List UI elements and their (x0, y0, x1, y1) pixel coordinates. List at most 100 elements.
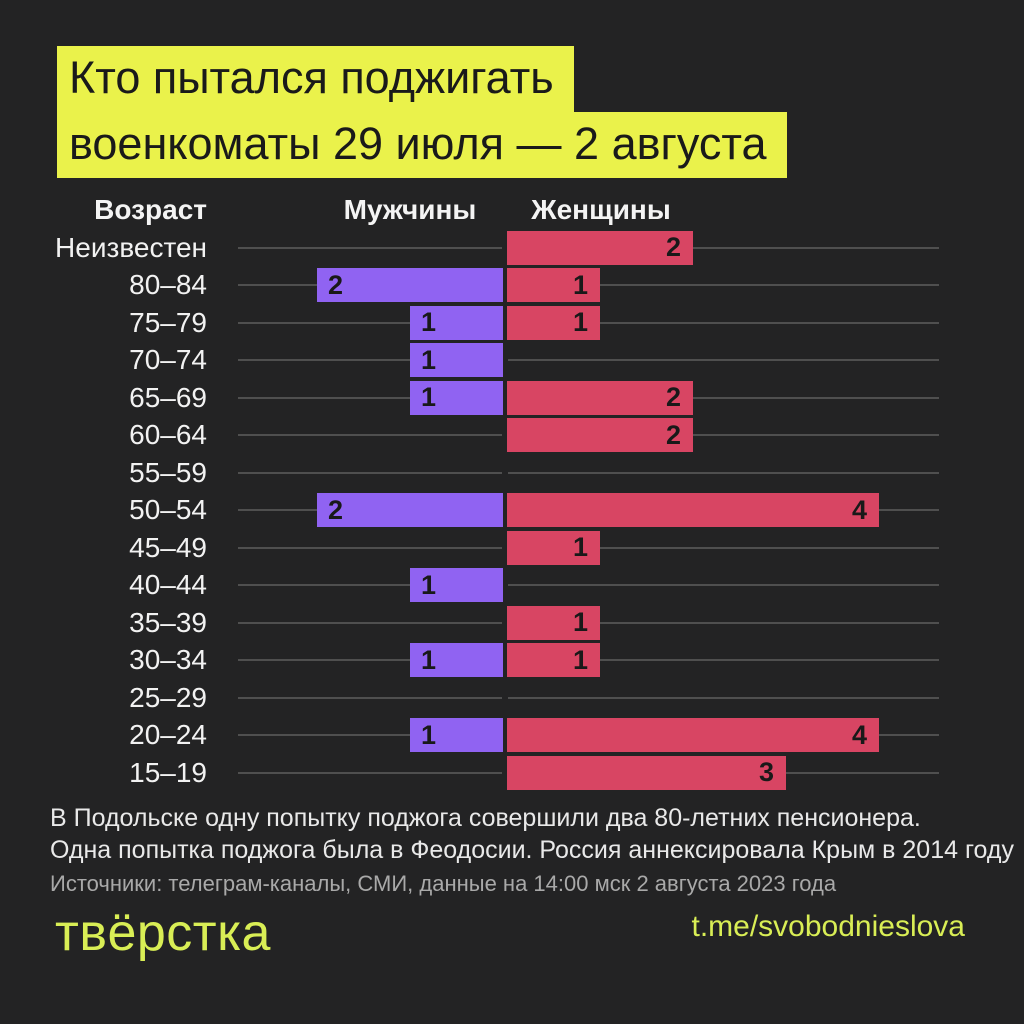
chart-row: 25–29 (0, 679, 1024, 717)
row-track: 1 (238, 604, 939, 642)
gridline-right (508, 696, 939, 699)
age-label: 30–34 (129, 644, 207, 676)
women-bar-value: 1 (572, 532, 588, 563)
age-label: 35–39 (129, 606, 207, 638)
men-bar: 2 (317, 268, 503, 303)
verstka-logo: твёрстка (55, 904, 271, 962)
women-bar: 4 (507, 718, 879, 753)
chart-row: 40–44 1 (0, 567, 1024, 605)
row-track: 1 (238, 342, 939, 380)
row-track (238, 679, 939, 717)
chart-row: 75–79 1 1 (0, 304, 1024, 342)
chart-row: 30–34 1 1 (0, 642, 1024, 680)
gridline-left (238, 321, 502, 324)
women-bar-value: 4 (851, 494, 867, 525)
gridline-right (508, 621, 939, 624)
men-bar-value: 1 (421, 307, 437, 338)
chart-row: 45–49 1 (0, 529, 1024, 567)
age-label: 40–44 (129, 569, 207, 601)
women-bar: 1 (507, 305, 600, 340)
col-header-men: Мужчины (343, 194, 477, 225)
page-title: Кто пытался поджигать военкоматы 29 июля… (57, 46, 787, 179)
women-bar-value: 1 (572, 307, 588, 338)
telegram-link[interactable]: t.me/svobodnieslova (691, 910, 966, 943)
women-bar: 1 (507, 643, 600, 678)
age-label: 65–69 (129, 381, 207, 413)
age-label: 80–84 (129, 269, 207, 301)
men-bar-value: 1 (421, 569, 437, 600)
gridline-left (238, 659, 502, 662)
gridline-left (238, 434, 502, 437)
chart-row: 55–59 (0, 454, 1024, 492)
gridline-left (238, 584, 502, 587)
men-bar-value: 2 (328, 494, 344, 525)
chart-row: 65–69 1 2 (0, 379, 1024, 417)
women-bar-value: 3 (758, 757, 774, 788)
sources-line: Источники: телеграм-каналы, СМИ, данные … (50, 871, 837, 896)
women-bar: 4 (507, 493, 879, 528)
age-label: 50–54 (129, 494, 207, 526)
chart-row: 35–39 1 (0, 604, 1024, 642)
chart-row: 50–54 2 4 (0, 492, 1024, 530)
col-header-age: Возраст (94, 194, 207, 225)
women-bar: 3 (507, 755, 786, 790)
gridline-right (508, 584, 939, 587)
age-label: 15–19 (129, 756, 207, 788)
women-bar-value: 4 (851, 719, 867, 750)
men-bar-value: 2 (328, 269, 344, 300)
age-label: 60–64 (129, 419, 207, 451)
footnote-line-2: Одна попытка поджога была в Феодосии. Ро… (50, 836, 1014, 864)
chart-row: 15–19 3 (0, 754, 1024, 792)
gridline-right (508, 359, 939, 362)
age-label: 55–59 (129, 456, 207, 488)
age-label: 75–79 (129, 306, 207, 338)
women-bar: 1 (507, 530, 600, 565)
men-bar-value: 1 (421, 719, 437, 750)
gridline-left (238, 621, 502, 624)
women-bar-value: 2 (665, 232, 681, 263)
gridline-right (508, 434, 939, 437)
women-bar-value: 2 (665, 419, 681, 450)
age-label: 25–29 (129, 681, 207, 713)
gridline-left (238, 246, 502, 249)
gridline-right (508, 284, 939, 287)
gridline-right (508, 396, 939, 399)
col-header-women: Женщины (531, 194, 671, 225)
men-bar: 1 (410, 343, 503, 378)
men-bar-value: 1 (421, 344, 437, 375)
row-track (238, 454, 939, 492)
men-bar-value: 1 (421, 382, 437, 413)
women-bar-value: 1 (572, 644, 588, 675)
age-label: Неизвестен (55, 231, 207, 263)
gridline-left (238, 696, 502, 699)
gridline-right (508, 471, 939, 474)
gridline-right (508, 546, 939, 549)
row-track: 2 (238, 417, 939, 455)
men-bar: 1 (410, 380, 503, 415)
chart-row: 60–64 2 (0, 417, 1024, 455)
age-label: 70–74 (129, 344, 207, 376)
age-label: 20–24 (129, 719, 207, 751)
gridline-left (238, 359, 502, 362)
men-bar: 1 (410, 305, 503, 340)
men-bar: 1 (410, 568, 503, 603)
women-bar-value: 2 (665, 382, 681, 413)
women-bar-value: 1 (572, 607, 588, 638)
men-bar-value: 1 (421, 644, 437, 675)
men-bar: 1 (410, 643, 503, 678)
gridline-right (508, 659, 939, 662)
gridline-left (238, 734, 502, 737)
women-bar: 1 (507, 268, 600, 303)
age-label: 45–49 (129, 531, 207, 563)
gridline-left (238, 471, 502, 474)
gridline-left (238, 546, 502, 549)
women-bar-value: 1 (572, 269, 588, 300)
